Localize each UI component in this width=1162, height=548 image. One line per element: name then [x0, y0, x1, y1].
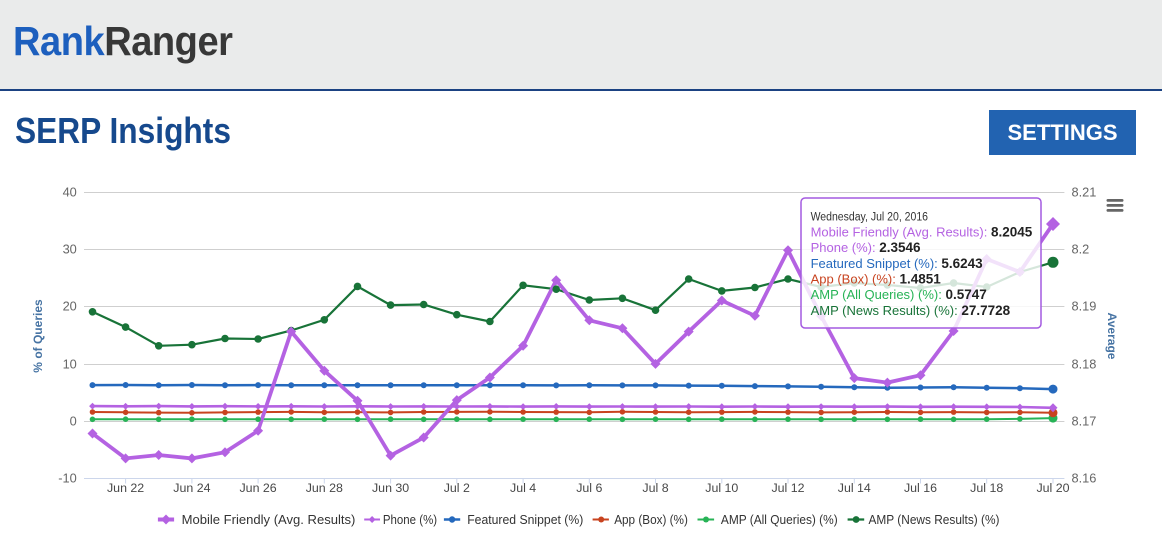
svg-text:Jul 8: Jul 8: [642, 481, 668, 495]
svg-text:Jul 4: Jul 4: [510, 481, 536, 495]
svg-text:Wednesday, Jul 20, 2016: Wednesday, Jul 20, 2016: [811, 212, 928, 224]
svg-text:40: 40: [63, 185, 77, 200]
svg-text:20: 20: [63, 299, 77, 314]
svg-text:8.21: 8.21: [1072, 185, 1097, 200]
svg-text:8.16: 8.16: [1072, 471, 1097, 486]
svg-text:Phone (%): 2.3546: Phone (%): 2.3546: [811, 240, 921, 255]
svg-text:Mobile Friendly (Avg. Results): Mobile Friendly (Avg. Results): [182, 512, 356, 527]
svg-text:Mobile Friendly (Avg. Results): Mobile Friendly (Avg. Results): 8.2045: [811, 225, 1033, 240]
svg-text:% of Queries: % of Queries: [31, 299, 45, 373]
svg-text:AMP (All Queries) (%): 0.5747: AMP (All Queries) (%): 0.5747: [811, 287, 987, 302]
svg-text:Jun 24: Jun 24: [173, 481, 210, 495]
svg-text:Jun 26: Jun 26: [239, 481, 276, 495]
svg-text:10: 10: [63, 357, 77, 372]
svg-text:8.17: 8.17: [1072, 414, 1097, 429]
svg-text:0: 0: [70, 414, 77, 429]
svg-text:Jul 10: Jul 10: [705, 481, 738, 495]
svg-text:Jun 22: Jun 22: [107, 481, 144, 495]
svg-text:Phone (%): Phone (%): [383, 512, 437, 527]
svg-text:8.19: 8.19: [1072, 299, 1097, 314]
svg-text:App (Box) (%): App (Box) (%): [614, 512, 688, 527]
svg-text:Jun 28: Jun 28: [306, 481, 343, 495]
svg-text:Jul 12: Jul 12: [771, 481, 804, 495]
svg-text:Featured Snippet (%): Featured Snippet (%): [467, 512, 583, 527]
svg-text:Jun 30: Jun 30: [372, 481, 409, 495]
svg-text:8.18: 8.18: [1072, 357, 1097, 372]
svg-text:AMP (All Queries) (%): AMP (All Queries) (%): [721, 512, 838, 527]
svg-text:App (Box) (%): 1.4851: App (Box) (%): 1.4851: [811, 271, 942, 286]
svg-text:AMP (News Results) (%): AMP (News Results) (%): [869, 512, 1000, 527]
svg-text:8.2: 8.2: [1072, 242, 1090, 257]
svg-text:Jul 2: Jul 2: [444, 481, 470, 495]
svg-text:30: 30: [63, 242, 77, 257]
svg-text:Jul 14: Jul 14: [838, 481, 871, 495]
svg-text:Jul 6: Jul 6: [576, 481, 602, 495]
svg-text:Jul 18: Jul 18: [970, 481, 1003, 495]
svg-text:AMP (News Results) (%): 27.772: AMP (News Results) (%): 27.7728: [811, 303, 1011, 318]
svg-text:Featured Snippet (%): 5.6243: Featured Snippet (%): 5.6243: [811, 256, 984, 271]
svg-text:Jul 20: Jul 20: [1036, 481, 1069, 495]
svg-text:-10: -10: [58, 471, 77, 486]
svg-text:Jul 16: Jul 16: [904, 481, 937, 495]
svg-text:Average: Average: [1105, 313, 1119, 360]
